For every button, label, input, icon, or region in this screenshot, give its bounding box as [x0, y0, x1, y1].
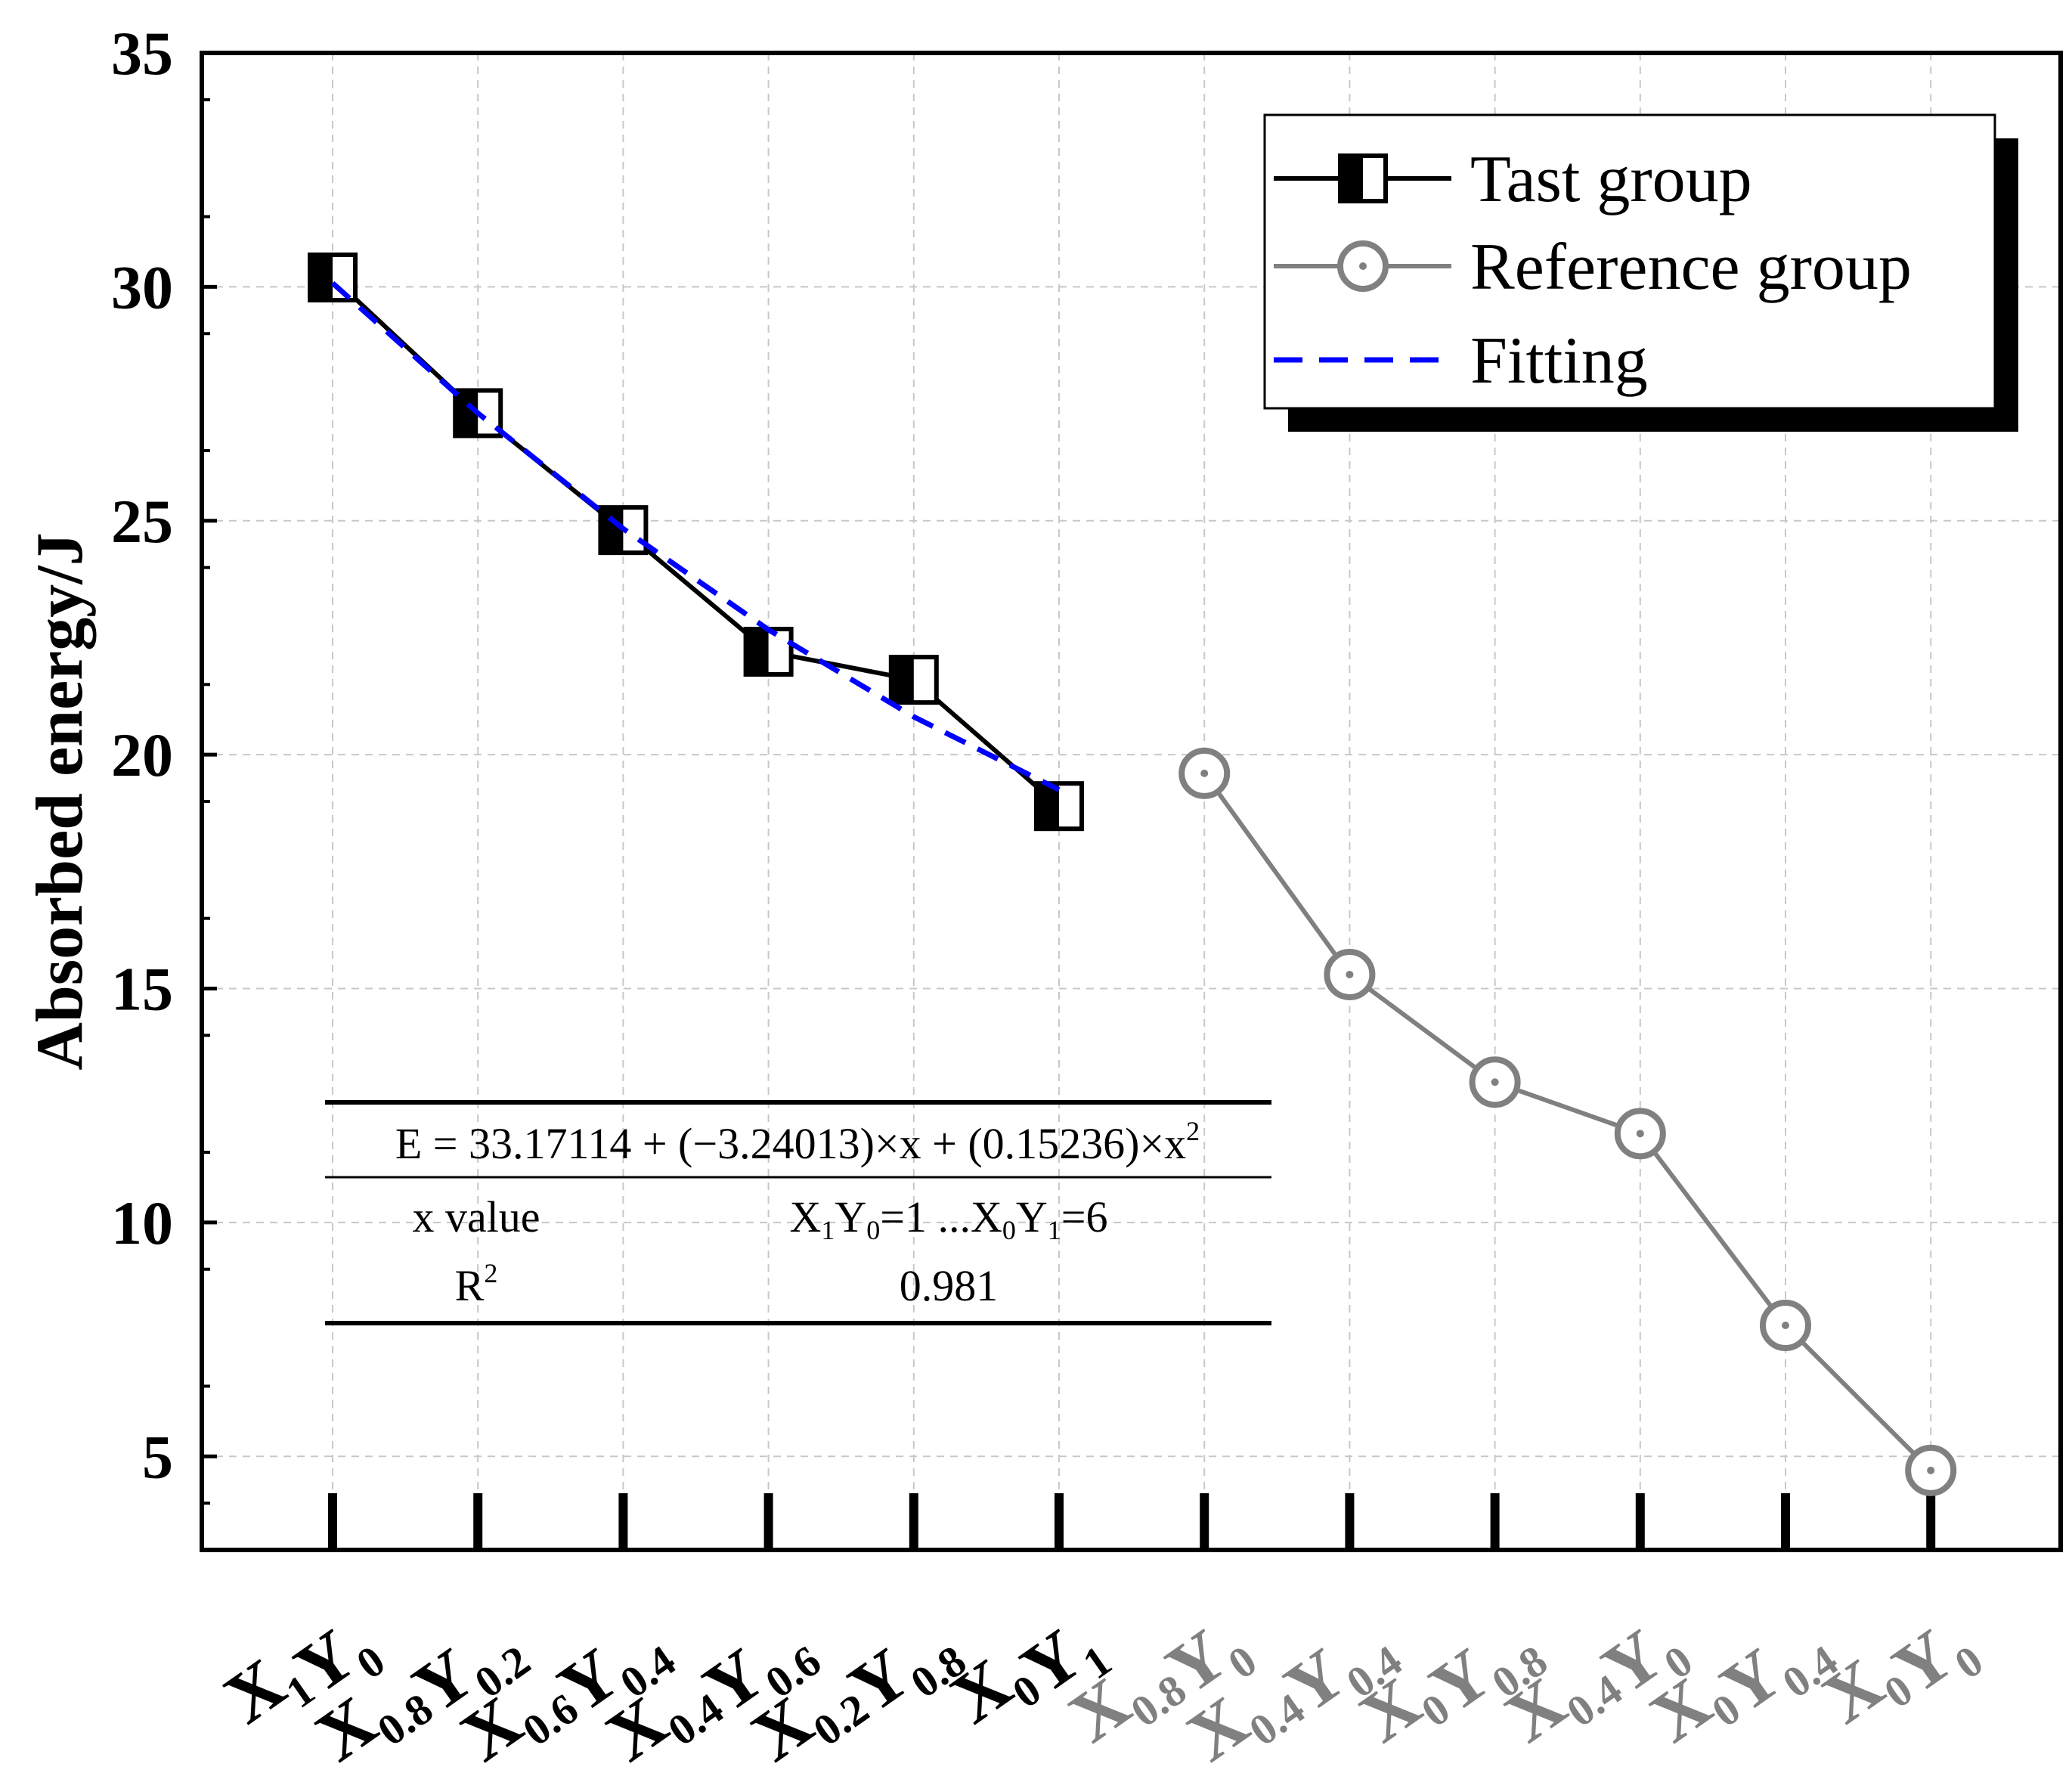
- x-tick-label: X0Y0: [1808, 1588, 1992, 1762]
- legend-item-fitting: Fitting: [1274, 324, 1648, 398]
- data-point: [1469, 1056, 1521, 1108]
- fit-line: [330, 281, 1061, 792]
- data-point: [1324, 948, 1376, 1000]
- y-axis: 5 10 15 20 25 30 35: [111, 19, 217, 1505]
- r-squared-value: 0.981: [900, 1261, 999, 1310]
- y-tick-label: 25: [111, 487, 173, 556]
- y-tick-label: 30: [111, 253, 173, 321]
- data-point: [1905, 1444, 1957, 1496]
- legend-swatch-marker: [1338, 153, 1388, 203]
- legend-item-tast-group: Tast group: [1274, 143, 1752, 216]
- data-point: [1614, 1108, 1666, 1160]
- data-point: [1034, 781, 1084, 832]
- y-tick-label: 20: [111, 721, 173, 789]
- data-point: [1760, 1300, 1811, 1351]
- y-tick-label: 10: [111, 1189, 173, 1257]
- equation-table: E = 33.17114 + (−3.24013)×x + (0.15236)×…: [325, 1100, 1271, 1325]
- series-line: [1202, 772, 1933, 1472]
- legend-item-reference-group: Reference group: [1274, 231, 1912, 304]
- y-tick-label: 35: [111, 19, 173, 88]
- series-line: [330, 275, 1061, 808]
- series-tast-group: [308, 253, 1084, 832]
- data-point: [1178, 747, 1231, 799]
- legend-label: Reference group: [1470, 231, 1912, 304]
- y-tick-label: 5: [142, 1422, 173, 1491]
- data-point: [888, 655, 939, 705]
- fit-equation: E = 33.17114 + (−3.24013)×x + (0.15236)×…: [395, 1116, 1200, 1168]
- data-point: [308, 253, 358, 302]
- series-fitting: [330, 281, 1061, 792]
- legend-label: Fitting: [1470, 324, 1648, 398]
- legend: Tast group Reference group Fitting: [1263, 113, 2018, 432]
- series-reference-group: [1178, 747, 1957, 1496]
- x-value-range: X1Y0=1 ...X0Y1=6: [790, 1192, 1108, 1245]
- r-squared-label: R2: [455, 1258, 498, 1310]
- series-layer: [308, 253, 1957, 1496]
- y-axis-title: Absorbed energy/J: [23, 532, 97, 1070]
- x-axis: X1Y0X0.8Y0.2X0.6Y0.4X0.4Y0.6X0.2Y0.8X0Y1…: [210, 1493, 1992, 1776]
- legend-swatch-marker: [1337, 240, 1389, 292]
- data-point: [598, 505, 649, 556]
- legend-label: Tast group: [1470, 143, 1752, 216]
- y-tick-label: 15: [111, 955, 173, 1024]
- data-point: [743, 627, 794, 677]
- x-value-label: x value: [412, 1192, 540, 1241]
